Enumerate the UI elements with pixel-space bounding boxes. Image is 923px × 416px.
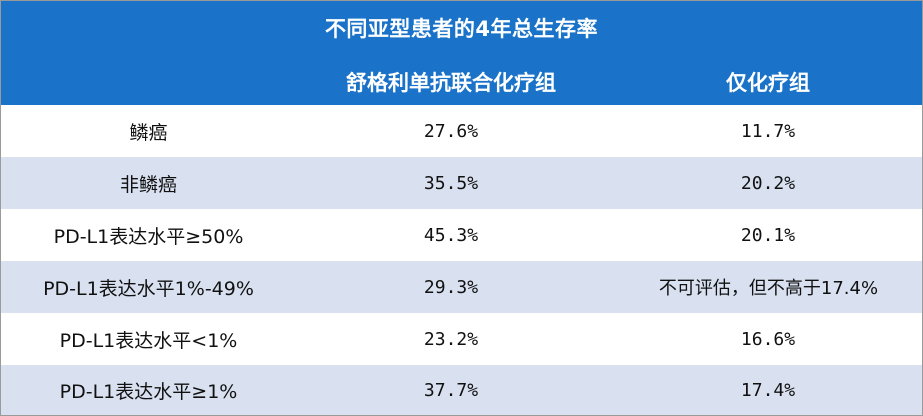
table-row: PD-L1表达水平1%-49% 29.3% 不可评估，但不高于17.4%	[1, 261, 922, 313]
subtype-cell: PD-L1表达水平≥50%	[53, 225, 244, 248]
chemo-value-cell: 20.2%	[740, 172, 796, 194]
table-header: 不同亚型患者的4年总生存率 舒格利单抗联合化疗组 仅化疗组	[1, 1, 922, 105]
combo-value-cell: 45.3%	[423, 224, 479, 246]
table-row: PD-L1表达水平≥1% 37.7% 17.4%	[1, 365, 922, 415]
combo-value-cell: 35.5%	[423, 172, 479, 194]
subtype-cell: 非鳞癌	[119, 173, 177, 196]
table-row: 非鳞癌 35.5% 20.2%	[1, 157, 922, 209]
chemo-value-cell: 17.4%	[740, 379, 796, 401]
column-header-combo: 舒格利单抗联合化疗组	[346, 71, 556, 95]
subtype-cell: PD-L1表达水平≥1%	[59, 380, 238, 403]
subtype-cell: PD-L1表达水平<1%	[59, 329, 238, 352]
table-row: PD-L1表达水平≥50% 45.3% 20.1%	[1, 209, 922, 261]
combo-value-cell: 37.7%	[423, 379, 479, 401]
table-title: 不同亚型患者的4年总生存率	[324, 17, 599, 41]
subtype-cell: PD-L1表达水平1%-49%	[43, 277, 254, 300]
column-header-chemo: 仅化疗组	[726, 71, 810, 95]
combo-value-cell: 29.3%	[423, 276, 479, 298]
chemo-value-cell: 不可评估，但不高于17.4%	[658, 278, 879, 299]
combo-value-cell: 27.6%	[423, 120, 479, 142]
subtype-cell: 鳞癌	[129, 121, 168, 144]
table-row: PD-L1表达水平<1% 23.2% 16.6%	[1, 313, 922, 365]
chemo-value-cell: 20.1%	[740, 224, 796, 246]
chemo-value-cell: 11.7%	[740, 120, 796, 142]
table-row: 鳞癌 27.6% 11.7%	[1, 105, 922, 157]
chemo-value-cell: 16.6%	[740, 328, 796, 350]
combo-value-cell: 23.2%	[423, 328, 479, 350]
